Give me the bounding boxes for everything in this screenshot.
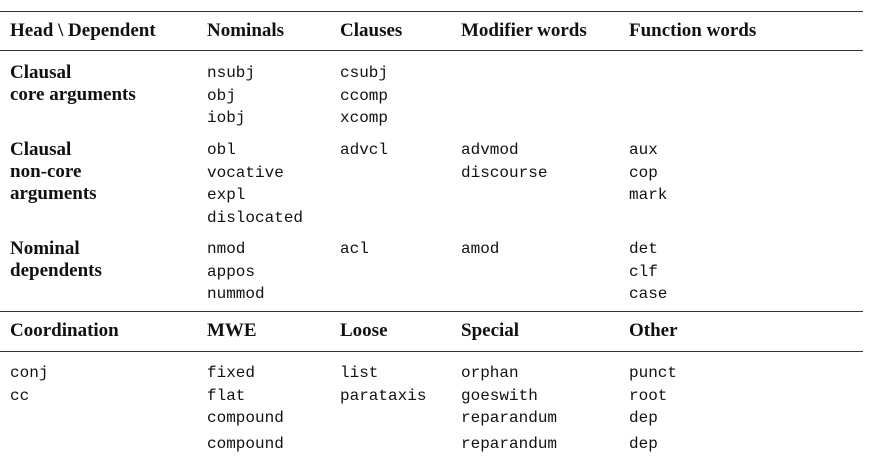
cell-noncore-modifiers: advmod discourse [461,139,547,184]
cell-nomdep-modifiers: amod [461,238,499,261]
header-loose: Loose [340,320,388,341]
relation-label: discourse [461,163,548,182]
cell-loose: list parataxis [340,362,426,407]
header-special: Special [461,320,520,341]
relation-label: ccomp [340,86,389,105]
cell-core-nominals: nsubj obj iobj [207,62,255,130]
top-rule [0,11,863,12]
relation-label: iobj [207,109,246,127]
relation-label: obj [207,86,236,105]
relation-label: xcomp [340,109,389,127]
relation-label: conj [10,364,49,382]
relation-label: advmod [461,141,519,159]
relation-label: dep [629,409,658,427]
relation-label: flat [207,386,246,405]
relation-label: nummod [207,285,265,303]
cell-coordination: conj cc [10,362,48,407]
header-coordination: Coordination [10,320,119,341]
header-rule [0,50,863,51]
relation-label: cop [629,163,658,182]
relation-label: punct [629,364,678,382]
relation-label: vocative [207,163,284,182]
cell-core-clauses: csubj ccomp xcomp [340,62,388,130]
cell-special: orphan goeswith reparandum reparandum [461,362,557,455]
relation-label: goeswith [461,386,538,405]
relation-label: aux [629,141,658,159]
row-label-nominal-dependents: Nominal dependents [10,238,102,281]
mid-rule [0,311,863,312]
relation-label: nsubj [207,64,256,82]
relation-label: dislocated [207,208,304,227]
cell-mwe: fixed flat compound compound [207,362,284,455]
relation-label: amod [461,240,500,258]
relation-label: clf [629,262,658,281]
cell-other: punct root dep dep [629,362,677,455]
row-label-clausal-core: Clausal core arguments [10,62,136,105]
relation-label: obl [207,141,236,159]
relation-label: det [629,240,658,258]
cell-noncore-function: aux cop mark [629,139,667,207]
relation-label: cc [10,386,30,405]
header-modifier-words: Modifier words [461,20,587,41]
relation-label: mark [629,186,668,204]
row-label-clausal-non-core: Clausal non-core arguments [10,139,97,204]
relation-label: compound [207,434,284,453]
header2-rule [0,351,863,352]
header-clauses: Clauses [340,20,403,41]
relation-label: fixed [207,364,256,382]
relation-label: case [629,285,668,303]
cell-nomdep-nominals: nmod appos nummod [207,238,265,306]
relation-label: orphan [461,364,519,382]
relation-label: csubj [340,64,389,82]
header-other: Other [629,320,678,341]
relation-label: compound [207,409,284,427]
relation-label: root [629,386,668,405]
header-head-dependent: Head \ Dependent [10,20,156,41]
relation-label: reparandum [461,409,558,427]
relation-label: appos [207,262,256,281]
relation-label: dep [629,434,658,453]
relation-label: parataxis [340,386,427,405]
header-function-words: Function words [629,20,757,41]
relation-label: acl [340,240,369,258]
relation-label: nmod [207,240,246,258]
header-nominals: Nominals [207,20,285,41]
cell-nomdep-function: det clf case [629,238,667,306]
relation-label: reparandum [461,434,558,453]
relation-label: advcl [340,141,389,159]
relation-label: expl [207,186,246,204]
cell-noncore-clauses: advcl [340,139,388,162]
header-mwe: MWE [207,320,257,341]
cell-nomdep-clauses: acl [340,238,369,261]
relation-label: list [340,364,379,382]
cell-noncore-nominals: obl vocative expl dislocated [207,139,303,229]
